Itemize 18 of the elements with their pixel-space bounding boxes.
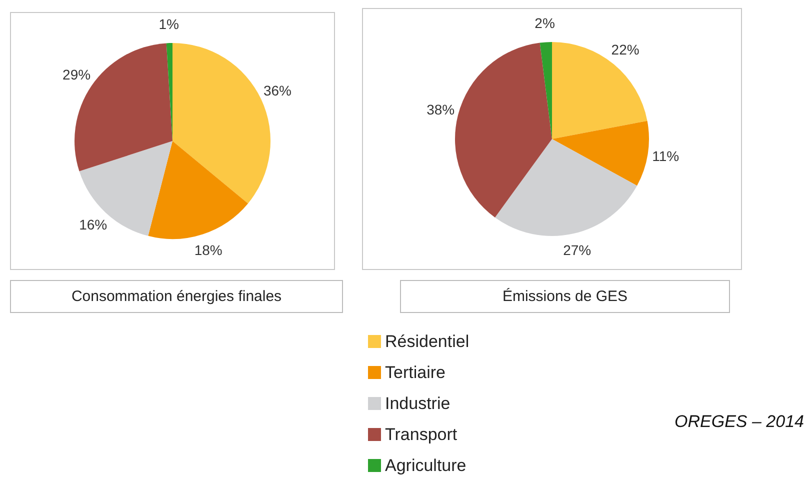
- data-label: 38%: [426, 101, 455, 118]
- legend-label: Tertiaire: [385, 362, 446, 382]
- text: Consommation énergies finales: [10, 280, 343, 313]
- data-label: 27%: [563, 242, 592, 258]
- legend-label: Transport: [385, 424, 458, 444]
- data-label: 29%: [62, 66, 91, 83]
- legend-label: Résidentiel: [385, 332, 470, 352]
- data-label: 36%: [263, 82, 292, 98]
- text: Émissions de GES: [400, 280, 730, 313]
- data-label: 2%: [534, 15, 555, 32]
- data-label: 22%: [611, 41, 640, 58]
- data-label: 11%: [652, 148, 680, 164]
- data-label: 18%: [194, 242, 222, 258]
- legend-label: Agriculture: [385, 456, 466, 476]
- text: OREGES – 2014: [674, 412, 804, 432]
- data-label: 16%: [79, 216, 108, 232]
- data-label: 1%: [158, 16, 179, 32]
- legend-label: Industrie: [385, 394, 450, 414]
